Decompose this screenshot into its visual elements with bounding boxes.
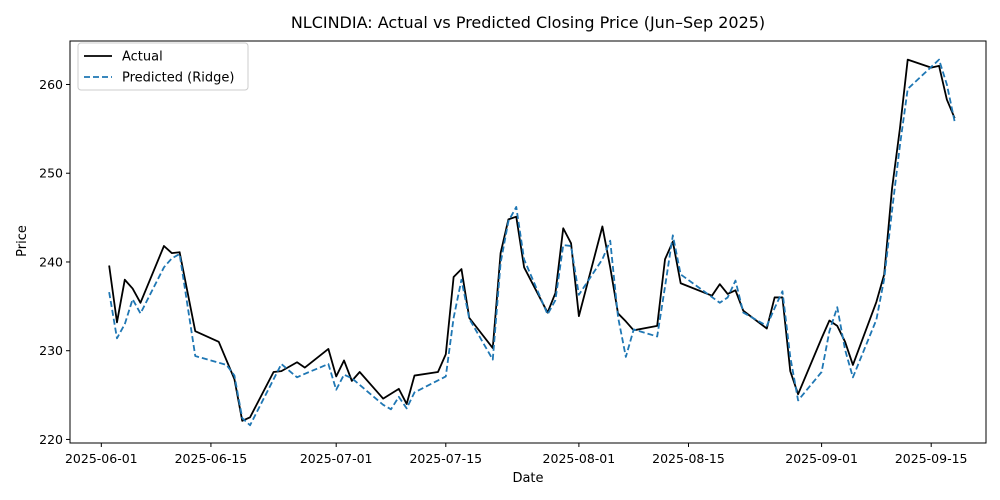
plot-area: 2025-06-01 2025-06-15 2025-07-01 2025-07-15… <box>39 40 987 466</box>
series-line-actual <box>108 58 956 422</box>
chart-title: NLCINDIA: Actual vs Predicted Closing Pr… <box>291 13 765 32</box>
x-tick-label: 2025-06-15 <box>175 451 248 466</box>
y-tick-label: 240 <box>39 254 63 269</box>
x-tick-label: 2025-07-01 <box>300 451 373 466</box>
legend: Actual Predicted (Ridge) <box>77 42 249 91</box>
legend-label-predicted: Predicted (Ridge) <box>122 71 234 86</box>
axes-frame <box>69 40 987 444</box>
legend-label-actual: Actual <box>122 50 163 65</box>
y-tick-label: 230 <box>39 343 63 358</box>
x-tick-label: 2025-09-15 <box>895 451 968 466</box>
legend-frame <box>77 42 249 91</box>
series-line-predicted <box>108 58 956 427</box>
x-tick-label: 2025-08-15 <box>652 451 725 466</box>
x-tick-label: 2025-08-01 <box>543 451 616 466</box>
y-tick-label: 250 <box>39 166 63 181</box>
y-tick-label: 220 <box>39 432 63 447</box>
x-tick-label: 2025-09-01 <box>785 451 858 466</box>
x-tick-label: 2025-07-15 <box>409 451 482 466</box>
y-axis-label: Price <box>15 225 30 257</box>
y-tick-label: 260 <box>39 77 63 92</box>
x-axis-label: Date <box>512 471 543 486</box>
x-tick-label: 2025-06-01 <box>65 451 138 466</box>
